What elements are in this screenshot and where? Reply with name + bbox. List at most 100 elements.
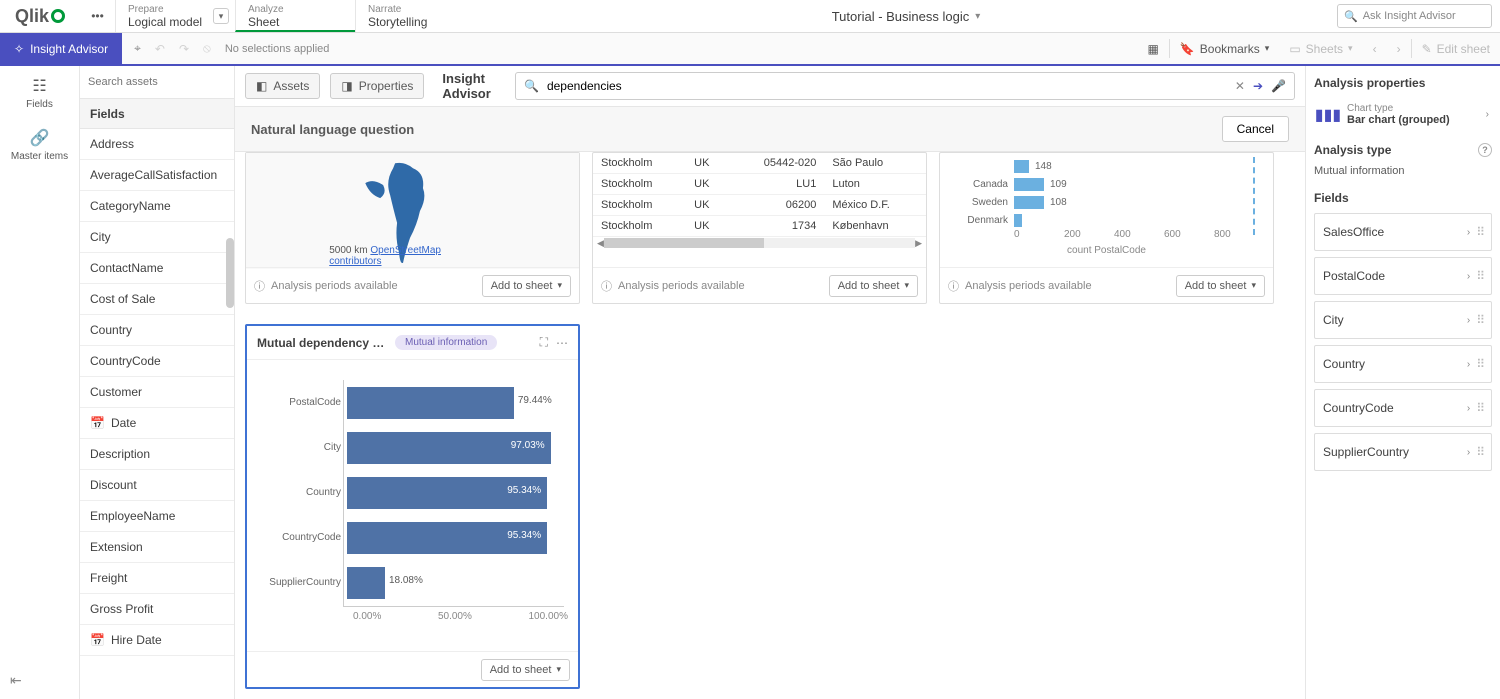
table-viz[interactable]: StockholmUK05442-020São PauloStockholmUK… [593, 153, 926, 269]
field-row[interactable]: AverageCallSatisfaction [80, 160, 234, 191]
map-card: 5000 km OpenStreetMap contributors ⓘAnal… [245, 152, 580, 304]
scroll-left-icon[interactable]: ◀ [597, 238, 604, 249]
selections-tool-icon[interactable]: ▦ [1137, 33, 1168, 64]
field-label: Customer [90, 385, 142, 399]
collapse-rail-icon[interactable]: ⇤ [10, 672, 22, 689]
info-icon: ⓘ [601, 278, 612, 294]
field-row[interactable]: 📅Date [80, 408, 234, 439]
field-row[interactable]: Discount [80, 470, 234, 501]
field-row[interactable]: Freight [80, 563, 234, 594]
field-row[interactable]: 📅Hire Date [80, 625, 234, 656]
mutual-row: City97.03% [257, 425, 568, 470]
rp-field-country[interactable]: Country›⠿ [1314, 345, 1492, 383]
drag-handle-icon[interactable]: ⠿ [1476, 357, 1483, 371]
field-label: CountryCode [90, 354, 161, 368]
insight-search-input[interactable] [547, 79, 1227, 93]
field-row[interactable]: CategoryName [80, 191, 234, 222]
add-to-sheet-button[interactable]: Add to sheet▾ [829, 275, 918, 297]
field-row[interactable]: Description [80, 439, 234, 470]
h-scroll-thumb[interactable] [604, 238, 764, 248]
field-label: Discount [90, 478, 137, 492]
field-row[interactable]: ContactName [80, 253, 234, 284]
nlq-label: Natural language question [251, 122, 414, 137]
map-viz[interactable]: 5000 km OpenStreetMap contributors [246, 153, 579, 269]
drag-handle-icon[interactable]: ⠿ [1476, 313, 1483, 327]
bar-viz[interactable]: 148 Canada109Sweden108Denmark 0200400600… [940, 153, 1273, 269]
fields-header: Fields [80, 99, 234, 129]
search-icon: 🔍 [524, 79, 539, 93]
search-assets-input[interactable] [88, 76, 226, 88]
field-row[interactable]: Country [80, 315, 234, 346]
add-to-sheet-button[interactable]: Add to sheet▾ [482, 275, 571, 297]
field-row[interactable]: City [80, 222, 234, 253]
drag-handle-icon[interactable]: ⠿ [1476, 401, 1483, 415]
field-label: EmployeeName [90, 509, 175, 523]
rp-fields-label: Fields [1314, 191, 1492, 205]
table-row[interactable]: StockholmUK05442-020São Paulo [593, 153, 926, 174]
edit-sheet-button[interactable]: ✎Edit sheet [1412, 33, 1500, 64]
nav-analyze[interactable]: Analyze Sheet [235, 0, 355, 32]
insight-advisor-button[interactable]: ✧ Insight Advisor [0, 33, 122, 64]
mutual-row: CountryCode95.34% [257, 515, 568, 560]
app-menu-button[interactable]: ••• [80, 0, 115, 32]
database-icon: ☷ [0, 76, 79, 96]
drag-handle-icon[interactable]: ⠿ [1476, 269, 1483, 283]
properties-toggle[interactable]: ◨Properties [330, 73, 424, 99]
bookmarks-button[interactable]: 🔖Bookmarks▾ [1170, 33, 1280, 64]
mutual-viz[interactable]: PostalCode79.44%City97.03%Country95.34%C… [247, 360, 578, 653]
chart-type-selector[interactable]: ▮▮▮ Chart typeBar chart (grouped) › [1314, 100, 1492, 129]
field-row[interactable]: Address [80, 129, 234, 160]
global-search[interactable]: 🔍 Ask Insight Advisor [1337, 4, 1492, 28]
more-icon[interactable]: ⋯ [556, 336, 568, 350]
prev-sheet-button[interactable]: ‹ [1363, 33, 1387, 64]
scrollbar-thumb[interactable] [226, 238, 234, 308]
submit-arrow-icon[interactable]: ➔ [1253, 79, 1263, 93]
field-row[interactable]: Gross Profit [80, 594, 234, 625]
rp-field-countrycode[interactable]: CountryCode›⠿ [1314, 389, 1492, 427]
mic-icon[interactable]: 🎤 [1271, 79, 1286, 93]
rp-field-postalcode[interactable]: PostalCode›⠿ [1314, 257, 1492, 295]
field-label: Description [90, 447, 150, 461]
nav-prepare-main: Logical model [128, 15, 223, 32]
scroll-right-icon[interactable]: ▶ [915, 238, 922, 249]
field-label: ContactName [90, 261, 163, 275]
nav-narrate-sub: Narrate [368, 4, 463, 15]
panel-icon: ◧ [256, 79, 267, 93]
field-row[interactable]: Extension [80, 532, 234, 563]
field-label: Country [90, 323, 132, 337]
mutual-row: Country95.34% [257, 470, 568, 515]
clear-icon[interactable]: ✕ [1235, 79, 1245, 93]
rp-field-salesoffice[interactable]: SalesOffice›⠿ [1314, 213, 1492, 251]
sheets-button[interactable]: ▭Sheets▾ [1279, 33, 1362, 64]
field-row[interactable]: Customer [80, 377, 234, 408]
assets-toggle[interactable]: ◧Assets [245, 73, 320, 99]
nav-prepare[interactable]: Prepare Logical model ▾ [115, 0, 235, 32]
rp-field-city[interactable]: City›⠿ [1314, 301, 1492, 339]
field-label: Address [90, 137, 134, 151]
expand-icon[interactable]: ⛶ [540, 335, 548, 350]
add-to-sheet-button[interactable]: Add to sheet▾ [481, 659, 570, 681]
table-row[interactable]: StockholmUK1734København [593, 216, 926, 237]
rp-field-suppliercountry[interactable]: SupplierCountry›⠿ [1314, 433, 1492, 471]
field-row[interactable]: CountryCode [80, 346, 234, 377]
table-row[interactable]: StockholmUK06200México D.F. [593, 195, 926, 216]
insight-search[interactable]: 🔍 ✕ ➔ 🎤 [515, 72, 1295, 100]
nav-narrate[interactable]: Narrate Storytelling [355, 0, 475, 32]
drag-handle-icon[interactable]: ⠿ [1476, 445, 1483, 459]
no-selections-label: No selections applied [225, 43, 330, 55]
rail-master-items[interactable]: 🔗Master items [0, 118, 79, 170]
help-icon[interactable]: ? [1478, 143, 1492, 157]
search-assets[interactable] [80, 66, 234, 99]
cancel-button[interactable]: Cancel [1222, 116, 1289, 142]
rail-fields[interactable]: ☷Fields [0, 66, 79, 118]
drag-handle-icon[interactable]: ⠿ [1476, 225, 1483, 239]
next-sheet-button[interactable]: › [1387, 33, 1411, 64]
table-row[interactable]: StockholmUKLU1Luton [593, 174, 926, 195]
field-row[interactable]: Cost of Sale [80, 284, 234, 315]
app-title[interactable]: Tutorial - Business logic▾ [475, 0, 1337, 32]
smart-search-icon[interactable]: ⌖ [134, 41, 141, 56]
field-row[interactable]: EmployeeName [80, 501, 234, 532]
insight-advisor-label: Insight Advisor [442, 71, 505, 101]
add-to-sheet-button[interactable]: Add to sheet▾ [1176, 275, 1265, 297]
chevron-down-icon[interactable]: ▾ [213, 8, 229, 24]
